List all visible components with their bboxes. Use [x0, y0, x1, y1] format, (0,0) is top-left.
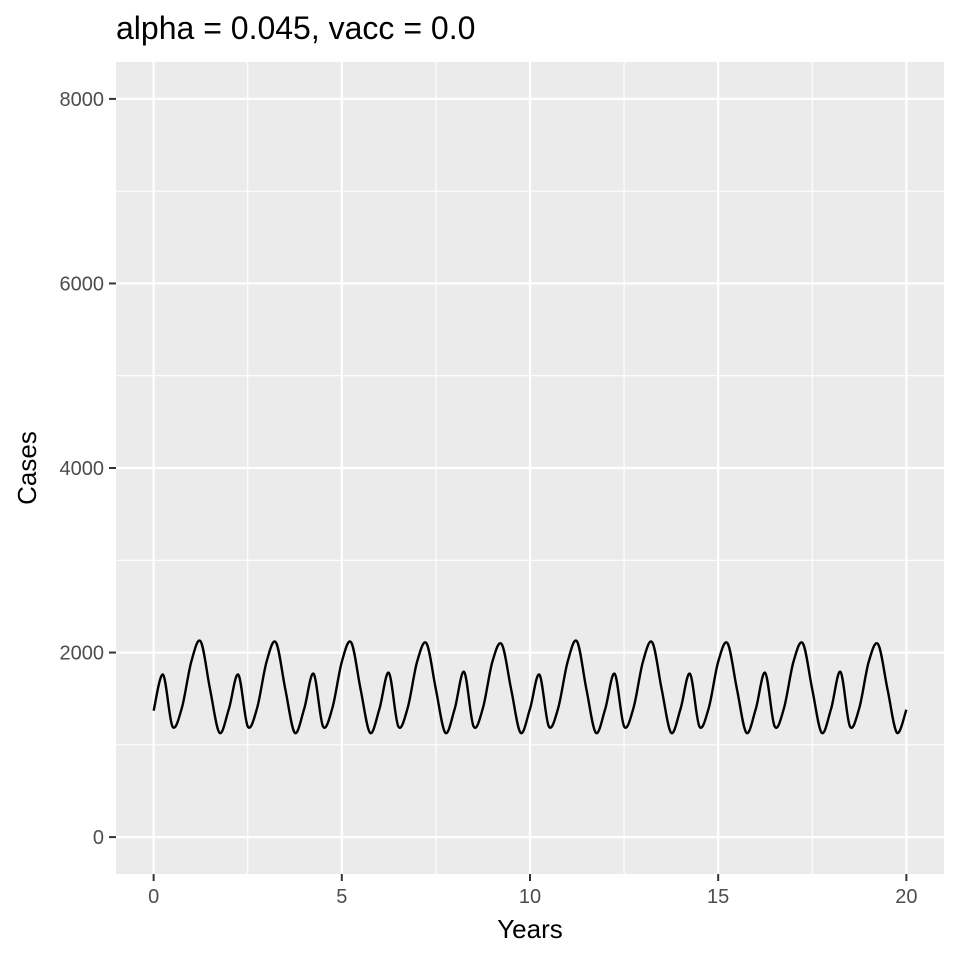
- x-axis-title: Years: [497, 914, 563, 944]
- y-axis: 0 2000 4000 6000 8000: [60, 89, 116, 849]
- x-tick-label: 15: [707, 886, 729, 908]
- y-tick-label: 2000: [60, 643, 105, 665]
- y-axis-title: Cases: [12, 431, 42, 505]
- y-tick-label: 0: [93, 827, 104, 849]
- series-line: [152, 639, 908, 735]
- chart-title: alpha = 0.045, vacc = 0.0: [116, 10, 475, 46]
- y-tick-label: 8000: [60, 89, 105, 111]
- y-tick-label: 4000: [60, 458, 105, 480]
- series-layer: [152, 639, 908, 735]
- y-tick-label: 6000: [60, 273, 105, 295]
- x-tick-label: 20: [895, 886, 917, 908]
- x-axis: 0 5 10 15 20: [148, 874, 917, 908]
- x-tick-label: 0: [148, 886, 159, 908]
- x-tick-label: 10: [519, 886, 541, 908]
- major-gridlines: [116, 62, 944, 874]
- x-tick-label: 5: [336, 886, 347, 908]
